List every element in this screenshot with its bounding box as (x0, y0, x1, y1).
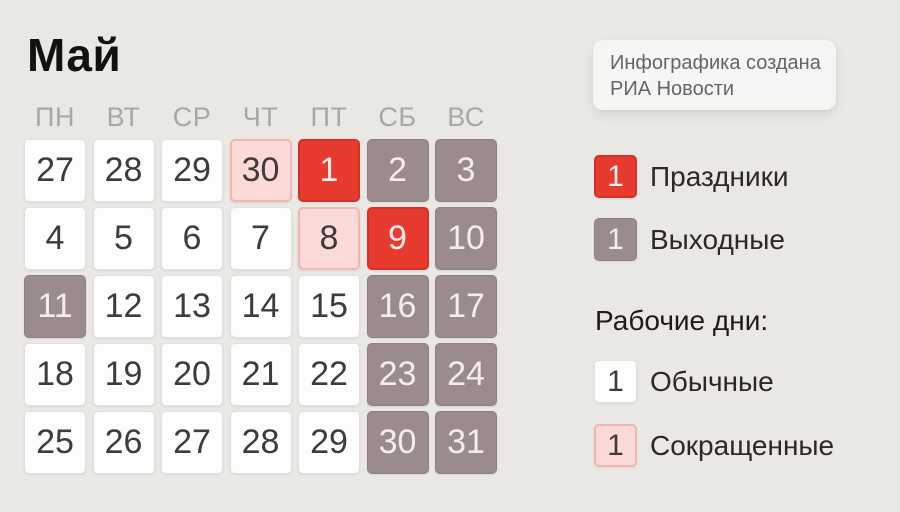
weekday-label: СБ (378, 101, 417, 132)
calendar-day-normal: 15 (298, 275, 360, 338)
calendar-day-normal: 26 (92, 411, 155, 474)
calendar-day-weekend: 2 (366, 139, 429, 202)
weekday-label: ВС (447, 101, 485, 132)
calendar-day-normal: 27 (24, 139, 86, 202)
calendar-day-short: 30 (229, 139, 292, 202)
calendar-day-normal: 29 (161, 139, 223, 202)
calendar-day-holiday: 9 (366, 207, 429, 270)
calendar-day-weekend: 16 (366, 275, 429, 338)
calendar-day-weekend: 10 (435, 207, 497, 270)
legend-label-normal-days: Обычные (650, 365, 774, 397)
month-title: Май (27, 29, 122, 81)
credit-line-2: РИА Новости (610, 78, 735, 100)
calendar-day-normal: 22 (298, 343, 360, 406)
credit-card: Инфографика создана РИА Новости (593, 40, 836, 110)
calendar-day-normal: 4 (24, 207, 86, 270)
legend-swatch-short: 1 (594, 424, 637, 467)
calendar-day-normal: 14 (229, 275, 292, 338)
working-days-heading: Рабочие дни: (595, 305, 769, 336)
calendar-day-normal: 5 (92, 207, 155, 270)
legend-swatch-weekend: 1 (594, 218, 637, 261)
calendar-grid: 27 28 29 30 1 2 3 4 5 6 7 8 9 10 11 12 13 14 15 16 17 18 19 20 2… (24, 139, 497, 474)
calendar-day-normal: 28 (92, 139, 155, 202)
legend-item-weekends: 1 Выходные (594, 218, 785, 261)
weekday-label: СР (172, 101, 212, 132)
legend-item-holidays: 1 Праздники (594, 155, 789, 198)
legend-item-short-days: 1 Сокращенные (594, 424, 834, 467)
calendar-day-normal: 29 (298, 411, 360, 474)
calendar-day-weekend: 31 (435, 411, 497, 474)
calendar-day-normal: 28 (229, 411, 292, 474)
weekday-label: ЧТ (242, 101, 279, 132)
calendar-day-normal: 18 (24, 343, 86, 406)
legend-label-holidays: Праздники (650, 160, 789, 192)
legend-swatch-holiday: 1 (594, 155, 637, 198)
calendar-day-normal: 21 (229, 343, 292, 406)
legend-swatch-normal: 1 (594, 360, 637, 403)
weekday-header-row: ПН ВТ СР ЧТ ПТ СБ ВС (24, 102, 497, 132)
calendar-day-normal: 6 (161, 207, 223, 270)
legend-label-weekends: Выходные (650, 223, 785, 255)
calendar-day-weekend: 3 (435, 139, 497, 202)
calendar-day-normal: 19 (92, 343, 155, 406)
calendar-day-normal: 12 (92, 275, 155, 338)
calendar-day-weekend: 17 (435, 275, 497, 338)
legend-label-short-days: Сокращенные (650, 429, 835, 461)
calendar-day-weekend: 23 (366, 343, 429, 406)
calendar-day-normal: 25 (24, 411, 86, 474)
weekday-label: ПТ (310, 101, 348, 132)
calendar-day-weekend: 11 (24, 275, 86, 338)
calendar-day-weekend: 30 (366, 411, 429, 474)
weekday-label: ВТ (106, 101, 141, 132)
weekday-label: ПН (35, 101, 75, 132)
calendar-day-holiday: 1 (298, 139, 360, 202)
calendar-day-normal: 20 (161, 343, 223, 406)
calendar-day-weekend: 24 (435, 343, 497, 406)
calendar-day-normal: 27 (161, 411, 223, 474)
calendar-day-normal: 13 (161, 275, 223, 338)
legend-item-normal-days: 1 Обычные (594, 360, 774, 403)
credit-line-1: Инфографика создана (610, 52, 821, 74)
calendar-day-normal: 7 (229, 207, 292, 270)
calendar-day-short: 8 (298, 207, 360, 270)
